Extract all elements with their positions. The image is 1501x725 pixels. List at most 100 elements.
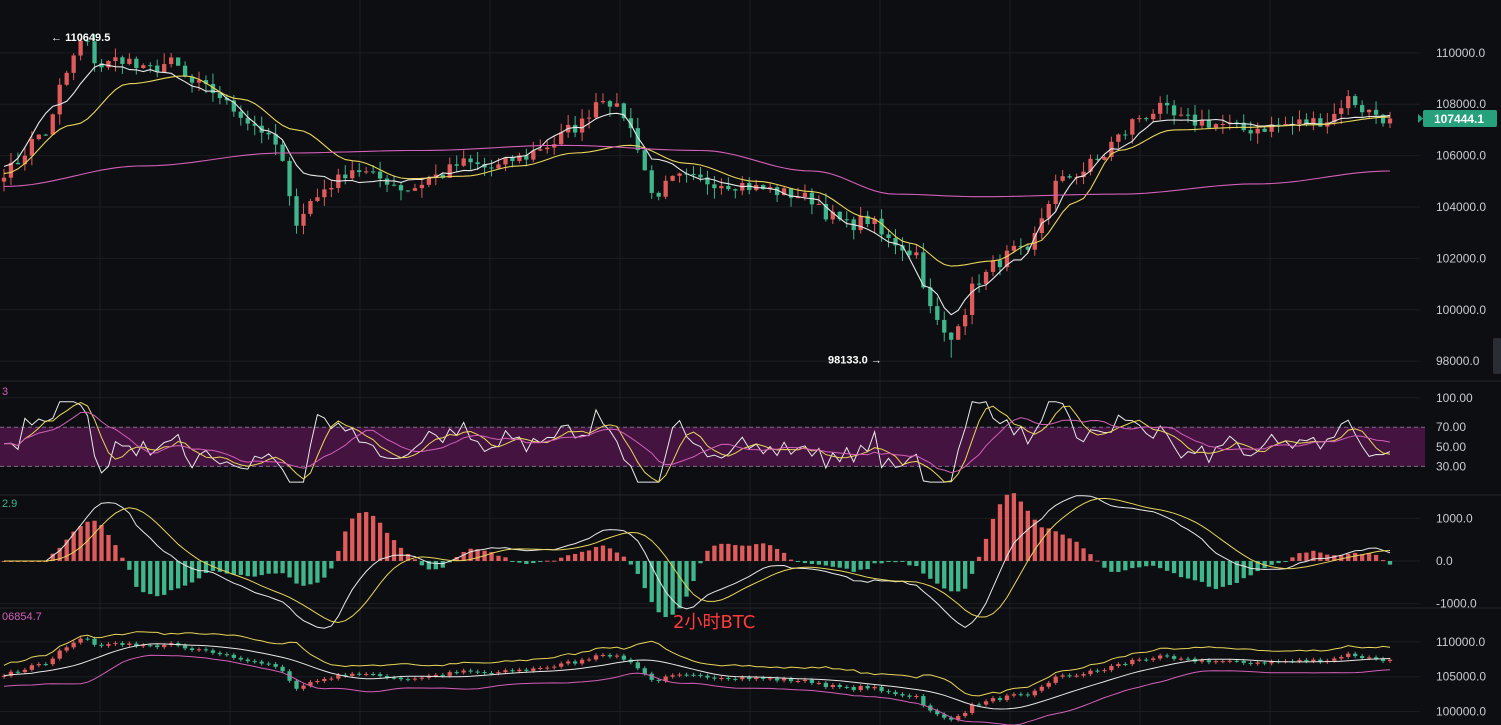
ma-pink-line — [3, 144, 1391, 198]
mini-candle-body — [510, 670, 515, 672]
mini-candle-body — [865, 686, 870, 689]
macd-histogram-bar — [907, 561, 912, 566]
macd-histogram-bar — [252, 561, 257, 577]
price-axis-scroll-handle[interactable] — [1493, 338, 1501, 374]
mini-candle-body — [273, 664, 278, 667]
macd-histogram-bar — [50, 553, 55, 561]
mini-candle-body — [1262, 662, 1267, 664]
macd-histogram-bar — [524, 561, 529, 564]
y-tick-label: 100000.0 — [1436, 303, 1486, 317]
mini-candle-body — [809, 679, 815, 683]
candle-body — [482, 164, 487, 168]
candle-body — [8, 162, 14, 178]
macd-histogram-bar — [1213, 561, 1219, 589]
candle-body — [907, 250, 912, 256]
macd-histogram-bar — [266, 561, 271, 574]
macd-histogram-bar — [733, 545, 738, 561]
macd-histogram-bar — [461, 552, 466, 561]
macd-histogram-bar — [294, 561, 299, 584]
macd-histogram-bar — [593, 546, 599, 561]
macd-histogram-bar — [475, 549, 480, 561]
macd-histogram-bar — [1171, 561, 1177, 574]
mini-candle-body — [719, 678, 724, 680]
candle-body — [182, 65, 188, 77]
candle-body — [1283, 123, 1288, 126]
macd-histogram-bar — [1339, 555, 1344, 561]
mini-candle-body — [663, 676, 668, 681]
candle-body — [1151, 113, 1156, 120]
candle-body — [301, 213, 306, 226]
mini-candle-body — [8, 671, 14, 676]
mini-candle-body — [92, 638, 97, 645]
mini-candle-body — [64, 647, 69, 651]
candle-body — [893, 237, 898, 246]
macd-histogram-bar — [1018, 501, 1024, 561]
mini-candle-body — [50, 658, 55, 665]
y-tick-label: -1000.0 — [1436, 597, 1477, 611]
mini-candle-body — [1032, 690, 1037, 696]
mini-candle-body — [1346, 653, 1351, 657]
candle-body — [85, 40, 90, 42]
candle-body — [1178, 114, 1184, 116]
mini-candle-body — [29, 665, 35, 670]
candle-body — [1158, 102, 1163, 114]
mini-candle-body — [949, 717, 954, 720]
candle-body — [983, 271, 989, 284]
candle-body — [1025, 246, 1030, 250]
candle-body — [99, 63, 104, 68]
last-price-value: 107444.1 — [1434, 112, 1484, 126]
macd-histogram-bar — [127, 561, 132, 570]
bollinger-upper-line — [3, 631, 1391, 697]
macd-dea-line — [4, 497, 1391, 624]
macd-histogram-bar — [858, 561, 863, 570]
mini-candle-body — [482, 672, 487, 674]
macd-histogram-bar — [287, 561, 292, 578]
candle-body — [719, 185, 724, 189]
macd-histogram-bar — [57, 547, 62, 561]
mini-candle-body — [649, 673, 654, 680]
candle-body — [384, 178, 390, 185]
macd-histogram-bar — [357, 512, 362, 561]
macd-histogram-bar — [1220, 561, 1225, 587]
mini-candle-body — [106, 644, 111, 646]
mini-candle-body — [1137, 659, 1142, 661]
mini-candle-body — [301, 685, 306, 689]
macd-histogram-bar — [837, 561, 842, 568]
indicator-panels — [1, 401, 1393, 725]
mini-candle-body — [837, 684, 842, 688]
mini-candle-body — [705, 675, 710, 678]
macd-histogram-bar — [552, 560, 557, 562]
mini-candle-body — [1130, 659, 1135, 665]
macd-histogram-bar — [419, 561, 425, 566]
macd-histogram-bar — [1151, 561, 1156, 566]
mini-candle-body — [1227, 660, 1232, 662]
macd-histogram-bar — [1297, 553, 1302, 561]
mini-candle-body — [1102, 670, 1107, 672]
mini-candle-body — [433, 674, 438, 676]
mini-candle-body — [1144, 659, 1149, 661]
mini-candle-body — [1255, 662, 1260, 664]
candle-body — [1053, 180, 1058, 204]
mini-candle-body — [113, 643, 118, 645]
y-tick-label: 108000.0 — [1436, 97, 1486, 111]
candle-body — [224, 98, 230, 101]
mini-candle-body — [503, 670, 508, 673]
candle-body — [962, 314, 968, 327]
macd-histogram-bar — [754, 544, 759, 561]
candle-body — [120, 57, 125, 64]
moving-average-lines — [3, 63, 1391, 316]
candle-body — [774, 187, 780, 196]
macd-histogram-bar — [1144, 561, 1149, 567]
mini-candle-body — [1018, 694, 1024, 696]
candle-body — [155, 65, 160, 73]
mini-candle-body — [141, 645, 146, 647]
candle-body — [1088, 158, 1093, 172]
macd-histogram-bar — [1178, 561, 1184, 578]
candle-body — [517, 155, 522, 162]
mini-candle-body — [914, 696, 919, 698]
candle-body — [510, 157, 515, 162]
candle-body — [1380, 114, 1386, 124]
candle-body — [914, 252, 919, 256]
mini-candle-body — [1151, 658, 1156, 660]
